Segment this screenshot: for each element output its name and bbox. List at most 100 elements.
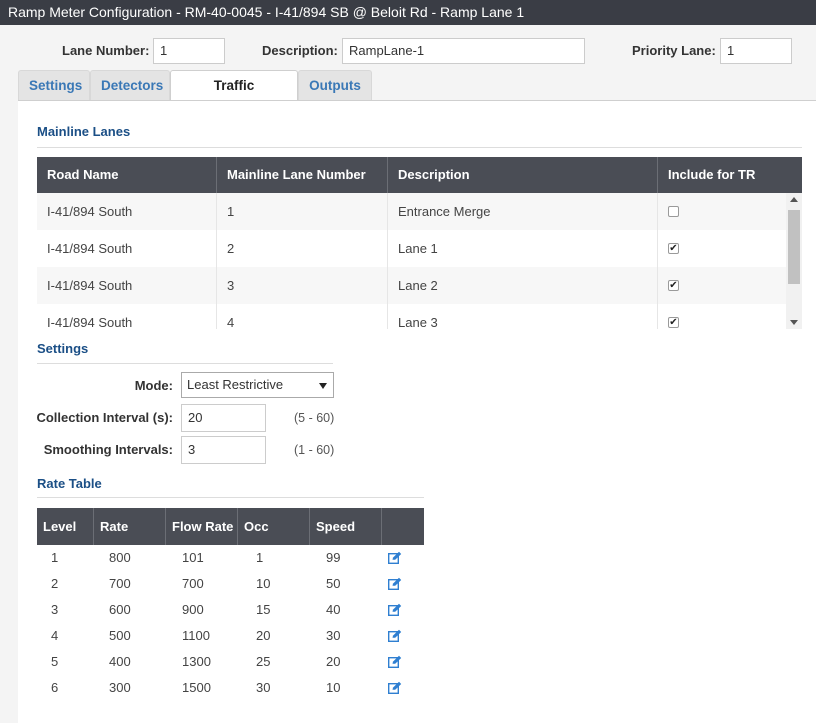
traffic-responsive-panel: Mainline Lanes Road Name Mainline Lane N… (18, 100, 816, 723)
chevron-down-icon (319, 383, 327, 389)
scroll-up-arrow-icon[interactable] (790, 197, 798, 202)
collection-interval-range: (5 - 60) (294, 411, 335, 425)
mainline-lanes-title: Mainline Lanes (37, 124, 131, 139)
priority-lane-label: Priority Lane: (632, 43, 716, 58)
cell-occ: 30 (256, 680, 271, 695)
table-row[interactable]: 5 400 1300 25 20 (37, 649, 424, 675)
cell-description: Lane 1 (388, 230, 658, 267)
include-tr-checkbox[interactable]: ✔ (668, 280, 679, 291)
smoothing-intervals-input[interactable]: 3 (181, 436, 266, 464)
settings-title: Settings (37, 341, 89, 356)
cell-road: I-41/894 South (37, 230, 217, 267)
table-row[interactable]: 1 800 101 1 99 (37, 545, 424, 571)
table-row[interactable]: I-41/894 South 1 Entrance Merge (37, 193, 786, 230)
cell-rate: 800 (109, 550, 131, 565)
edit-icon[interactable] (388, 551, 402, 564)
cell-level: 4 (51, 628, 59, 643)
cell-road: I-41/894 South (37, 304, 217, 329)
cell-flow-rate: 900 (182, 602, 204, 617)
cell-occ: 20 (256, 628, 271, 643)
cell-occ: 25 (256, 654, 271, 669)
edit-icon[interactable] (388, 655, 402, 668)
settings-divider (37, 363, 333, 364)
edit-icon[interactable] (388, 629, 402, 642)
cell-level: 6 (51, 680, 59, 695)
cell-description: Lane 2 (388, 267, 658, 304)
cell-flow-rate: 1500 (182, 680, 211, 695)
mode-select[interactable]: Least Restrictive (181, 372, 334, 398)
column-header-rate: Rate (94, 508, 166, 545)
cell-level: 5 (51, 654, 59, 669)
cell-rate: 700 (109, 576, 131, 591)
smoothing-intervals-range: (1 - 60) (294, 443, 335, 457)
cell-flow-rate: 1100 (182, 628, 210, 643)
column-header-edit (382, 508, 424, 545)
edit-icon[interactable] (388, 603, 402, 616)
mainline-scrollbar[interactable] (786, 193, 802, 329)
rate-table-title: Rate Table (37, 476, 102, 491)
cell-flow-rate: 101 (182, 550, 204, 565)
column-header-road-name: Road Name (37, 157, 217, 193)
description-input[interactable]: RampLane-1 (342, 38, 585, 64)
column-header-level: Level (37, 508, 94, 545)
include-tr-checkbox[interactable] (668, 206, 679, 217)
cell-level: 1 (51, 550, 59, 565)
table-row[interactable]: 4 500 1100 20 30 (37, 623, 424, 649)
cell-rate: 500 (109, 628, 131, 643)
include-tr-checkbox[interactable]: ✔ (668, 317, 679, 328)
window-title: Ramp Meter Configuration - RM-40-0045 - … (0, 0, 816, 25)
mainline-table-body[interactable]: I-41/894 South 1 Entrance Merge I-41/894… (37, 193, 802, 329)
table-row[interactable]: 3 600 900 15 40 (37, 597, 424, 623)
mainline-table-header: Road Name Mainline Lane Number Descripti… (37, 157, 802, 193)
edit-icon[interactable] (388, 577, 402, 590)
table-row[interactable]: I-41/894 South 3 Lane 2 ✔ (37, 267, 786, 304)
cell-speed: 50 (326, 576, 341, 591)
table-row[interactable]: 6 300 1500 30 10 (37, 675, 424, 701)
table-row[interactable]: I-41/894 South 2 Lane 1 ✔ (37, 230, 786, 267)
tab-outputs[interactable]: Outputs (298, 70, 372, 100)
cell-level: 3 (51, 602, 59, 617)
cell-rate: 300 (109, 680, 131, 695)
mode-label: Mode: (134, 378, 173, 393)
table-row[interactable]: 2 700 700 10 50 (37, 571, 424, 597)
cell-description: Lane 3 (388, 304, 658, 329)
tab-traffic-responsive[interactable]: Traffic Responsive (170, 70, 298, 123)
scrollbar-thumb[interactable] (788, 210, 800, 284)
lane-number-input[interactable]: 1 (153, 38, 225, 64)
description-label: Description: (262, 43, 338, 58)
column-header-description: Description (388, 157, 658, 193)
cell-lane: 4 (217, 304, 388, 329)
edit-icon[interactable] (388, 681, 402, 694)
cell-rate: 600 (109, 602, 131, 617)
table-row[interactable]: I-41/894 South 4 Lane 3 ✔ (37, 304, 786, 329)
cell-description: Entrance Merge (388, 193, 658, 230)
cell-occ: 1 (256, 550, 264, 565)
lane-number-label: Lane Number: (62, 43, 150, 58)
cell-speed: 99 (326, 550, 341, 565)
priority-lane-input[interactable]: 1 (720, 38, 792, 64)
cell-speed: 20 (326, 654, 341, 669)
cell-road: I-41/894 South (37, 193, 217, 230)
cell-road: I-41/894 South (37, 267, 217, 304)
rate-table-header: Level Rate Flow Rate Occ Speed (37, 508, 424, 545)
smoothing-intervals-label: Smoothing Intervals: (43, 442, 173, 457)
cell-speed: 10 (326, 680, 341, 695)
tab-detectors[interactable]: Detectors (90, 70, 170, 100)
include-tr-checkbox[interactable]: ✔ (668, 243, 679, 254)
cell-occ: 10 (256, 576, 271, 591)
scroll-down-arrow-icon[interactable] (790, 320, 798, 325)
cell-lane: 3 (217, 267, 388, 304)
mode-select-value: Least Restrictive (187, 377, 284, 392)
cell-lane: 2 (217, 230, 388, 267)
collection-interval-label: Collection Interval (s): (36, 410, 173, 425)
cell-level: 2 (51, 576, 59, 591)
content-area: Lane Number: 1 Description: RampLane-1 P… (0, 25, 816, 723)
collection-interval-input[interactable]: 20 (181, 404, 266, 432)
column-header-speed: Speed (310, 508, 382, 545)
column-header-occ: Occ (238, 508, 310, 545)
tab-settings[interactable]: Settings (18, 70, 90, 100)
cell-speed: 40 (326, 602, 341, 617)
cell-rate: 400 (109, 654, 131, 669)
cell-flow-rate: 1300 (182, 654, 211, 669)
column-header-lane-number: Mainline Lane Number (217, 157, 388, 193)
